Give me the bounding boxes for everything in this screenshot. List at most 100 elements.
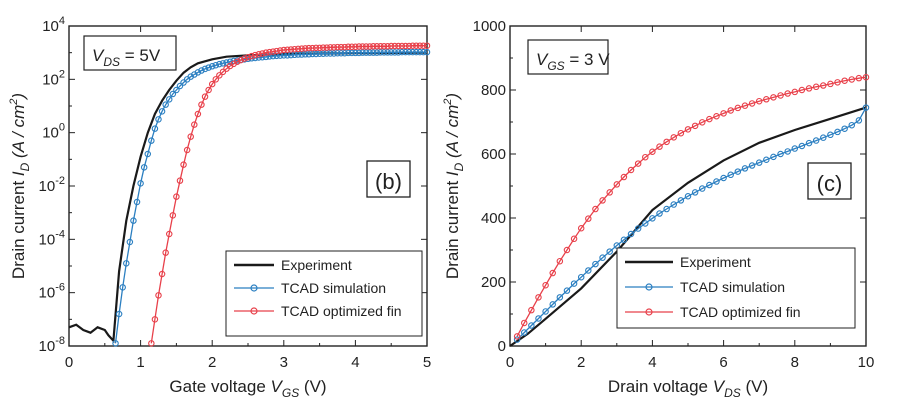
data-point-1 bbox=[698, 185, 706, 192]
data-point-1 bbox=[269, 52, 277, 60]
data-point-2 bbox=[770, 94, 777, 101]
data-point-2 bbox=[720, 110, 727, 117]
y-axis-unit-superscript: 2 bbox=[8, 99, 20, 106]
data-point-1 bbox=[205, 64, 212, 71]
data-point-1 bbox=[359, 49, 366, 56]
data-point-2 bbox=[162, 249, 169, 256]
data-point-1 bbox=[148, 137, 155, 144]
data-point-2 bbox=[148, 340, 155, 347]
data-point-1 bbox=[812, 137, 820, 144]
y-tick-label: 200 bbox=[481, 274, 506, 291]
legend-marker-1 bbox=[250, 284, 258, 292]
data-point-2 bbox=[416, 42, 424, 49]
data-point-1 bbox=[352, 49, 359, 57]
data-point-2 bbox=[542, 281, 549, 289]
data-point-1 bbox=[162, 101, 169, 108]
data-point-1 bbox=[366, 49, 373, 56]
data-point-1 bbox=[549, 301, 556, 308]
data-point-1 bbox=[820, 134, 827, 141]
data-point-2 bbox=[266, 48, 273, 56]
data-point-1 bbox=[791, 145, 799, 152]
data-point-2 bbox=[248, 52, 255, 60]
data-point-2 bbox=[391, 42, 399, 50]
data-point-1 bbox=[691, 189, 699, 196]
x-axis-label-text: Gate voltage bbox=[169, 377, 270, 396]
y-tick-exponent: 2 bbox=[59, 68, 65, 80]
condition-value: = 3 V bbox=[565, 50, 611, 69]
data-point-2 bbox=[280, 46, 288, 54]
legend-label-0: Experiment bbox=[680, 254, 751, 270]
data-point-1 bbox=[663, 205, 670, 213]
data-point-1 bbox=[402, 48, 409, 56]
series-line-0 bbox=[68, 51, 428, 344]
data-point-2 bbox=[377, 43, 384, 50]
y-tick-exponent: -4 bbox=[55, 228, 65, 240]
legend-label-2: TCAD optimized fin bbox=[680, 304, 801, 320]
data-point-1 bbox=[798, 142, 806, 150]
data-point-1 bbox=[355, 49, 363, 57]
data-point-1 bbox=[377, 49, 384, 56]
data-point-1 bbox=[137, 180, 144, 187]
data-point-1 bbox=[855, 117, 863, 124]
data-point-2 bbox=[513, 333, 521, 340]
data-point-2 bbox=[535, 294, 542, 301]
data-point-1 bbox=[219, 60, 227, 67]
data-point-1 bbox=[126, 238, 134, 246]
data-point-2 bbox=[592, 205, 599, 213]
data-point-1 bbox=[341, 49, 348, 57]
data-point-2 bbox=[341, 43, 348, 51]
y-tick-label: 10-2 bbox=[39, 175, 65, 195]
data-point-1 bbox=[133, 198, 141, 206]
y-tick-base: 10 bbox=[39, 231, 56, 248]
data-point-1 bbox=[592, 260, 599, 268]
data-point-1 bbox=[770, 153, 777, 161]
data-point-1 bbox=[577, 273, 585, 281]
condition-subscript: DS bbox=[103, 55, 120, 69]
data-point-1 bbox=[413, 48, 420, 56]
data-point-2 bbox=[319, 44, 327, 51]
data-point-1 bbox=[556, 294, 564, 301]
data-point-1 bbox=[169, 90, 177, 98]
data-point-1 bbox=[208, 63, 216, 70]
y-tick-label: 10-8 bbox=[39, 335, 65, 355]
data-point-2 bbox=[380, 43, 388, 50]
x-tick-label: 1 bbox=[136, 354, 144, 371]
data-point-2 bbox=[355, 43, 363, 50]
data-point-2 bbox=[302, 45, 309, 52]
data-point-2 bbox=[423, 42, 431, 49]
data-point-1 bbox=[748, 162, 756, 169]
data-point-2 bbox=[834, 79, 841, 86]
y-axis-unit: (A / cm bbox=[9, 105, 28, 163]
data-point-2 bbox=[642, 153, 649, 161]
data-point-2 bbox=[384, 43, 391, 50]
data-point-1 bbox=[827, 131, 834, 139]
series-line-1 bbox=[516, 107, 867, 341]
data-point-2 bbox=[284, 46, 291, 53]
data-point-2 bbox=[691, 122, 699, 130]
data-point-2 bbox=[269, 48, 277, 55]
condition-value: = 5V bbox=[120, 46, 161, 65]
data-point-2 bbox=[334, 43, 341, 51]
data-point-2 bbox=[287, 46, 295, 53]
data-point-1 bbox=[391, 49, 399, 56]
data-point-1 bbox=[319, 50, 327, 57]
data-point-2 bbox=[784, 90, 791, 97]
data-point-2 bbox=[748, 100, 756, 107]
y-axis-unit-close: ) bbox=[9, 93, 28, 101]
data-point-1 bbox=[123, 260, 130, 267]
data-point-2 bbox=[684, 126, 692, 133]
data-point-2 bbox=[763, 96, 770, 103]
data-point-1 bbox=[140, 164, 148, 171]
data-point-1 bbox=[677, 197, 685, 204]
data-point-2 bbox=[734, 104, 742, 112]
data-point-1 bbox=[384, 49, 391, 56]
data-point-1 bbox=[734, 168, 742, 175]
data-point-2 bbox=[755, 97, 763, 105]
condition-box bbox=[527, 39, 609, 75]
legend-label-1: TCAD simulation bbox=[281, 280, 386, 296]
data-point-2 bbox=[327, 44, 334, 51]
condition-box bbox=[83, 35, 177, 71]
y-tick-exponent: -6 bbox=[55, 282, 65, 294]
data-point-1 bbox=[656, 210, 663, 217]
